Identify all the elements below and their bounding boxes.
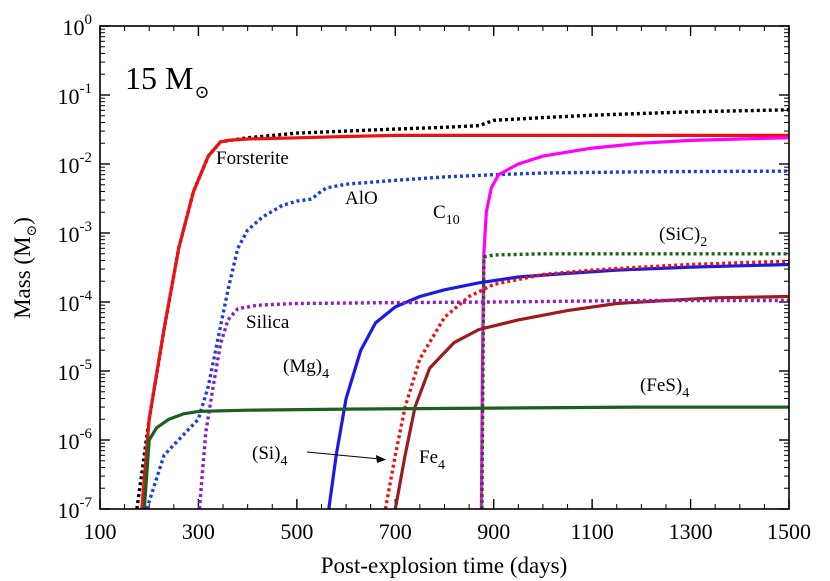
label-forsterite: Forsterite [216, 148, 289, 169]
series-forsterite [140, 133, 789, 510]
series-silica [197, 298, 789, 510]
x-tick-label: 100 [84, 519, 117, 544]
label-c10-text: C [433, 202, 446, 223]
series-si-4 [383, 259, 790, 510]
y-tick-label: 10-3 [58, 219, 93, 247]
y-axis-title-sun: ⊙ [25, 225, 40, 237]
y-tick-label: 10-7 [58, 495, 93, 523]
x-axis-title: Post-explosion time (days) [321, 553, 568, 578]
label-fe4-sub: 4 [438, 458, 445, 473]
x-tick-label: 900 [477, 519, 510, 544]
y-tick-label: 10-2 [58, 150, 93, 178]
panel-title-main: 15 M [125, 60, 193, 96]
label-si4-text: (Si) [252, 443, 281, 464]
series-fe4 [393, 294, 790, 510]
label-fe4: Fe4 [419, 447, 445, 473]
y-tick-label: 10-1 [58, 81, 93, 109]
y-tick-label: 10-6 [58, 426, 93, 454]
si4-arrow-head [376, 455, 386, 463]
label-si4-sub: 4 [281, 454, 288, 469]
label-c10: C10 [433, 202, 460, 228]
label-forsterite-text: Forsterite [216, 148, 289, 169]
tick-labels: 100 300 500 700 900 1100 1300 1500 100 10-1 10-2 10… [58, 12, 812, 544]
y-tick-label: 10-4 [58, 288, 93, 316]
panel-title-sun: ⊙ [194, 82, 209, 102]
x-tick-label: 300 [182, 519, 215, 544]
y-tick-label: 100 [63, 12, 93, 40]
label-fes4-sub: 4 [682, 386, 689, 401]
label-c10-sub: 10 [446, 213, 460, 228]
label-mg4: (Mg)4 [283, 356, 329, 382]
label-sic2: (SiC)2 [659, 224, 707, 250]
series-total-dust [135, 108, 790, 510]
x-tick-label: 1100 [571, 519, 614, 544]
y-tick-label: 10-5 [58, 357, 93, 385]
label-silica: Silica [246, 312, 290, 333]
panel-title: 15 M⊙ [125, 60, 210, 102]
label-silica-text: Silica [246, 312, 290, 333]
label-si4: (Si)4 [252, 443, 288, 469]
label-mg4-sub: 4 [322, 367, 329, 382]
label-mg4-text: (Mg) [283, 356, 322, 377]
label-sic2-sub: 2 [700, 235, 707, 250]
label-fes4-text: (FeS) [640, 375, 682, 396]
y-axis-title-main: Mass (M [10, 236, 35, 318]
axis-ticks [99, 25, 790, 510]
series-sic-2 [480, 252, 789, 510]
label-fes4: (FeS)4 [640, 375, 689, 401]
si4-arrow-line [306, 451, 381, 460]
x-tick-label: 500 [280, 519, 313, 544]
series-fes-4 [142, 405, 789, 510]
series-alo [145, 169, 790, 510]
x-tick-label: 1300 [669, 519, 713, 544]
series-layer [135, 108, 790, 510]
label-sic2-text: (SiC) [659, 224, 700, 245]
label-alo-text: AlO [345, 188, 378, 209]
label-fe4-text: Fe [419, 447, 438, 468]
plot-frame [99, 25, 790, 510]
y-axis-title-end: ) [10, 217, 35, 225]
x-tick-label: 1500 [767, 519, 811, 544]
x-tick-label: 700 [379, 519, 412, 544]
series-c10 [479, 136, 790, 510]
label-alo: AlO [345, 188, 378, 209]
y-axis-title: Mass (M⊙) [10, 217, 40, 319]
